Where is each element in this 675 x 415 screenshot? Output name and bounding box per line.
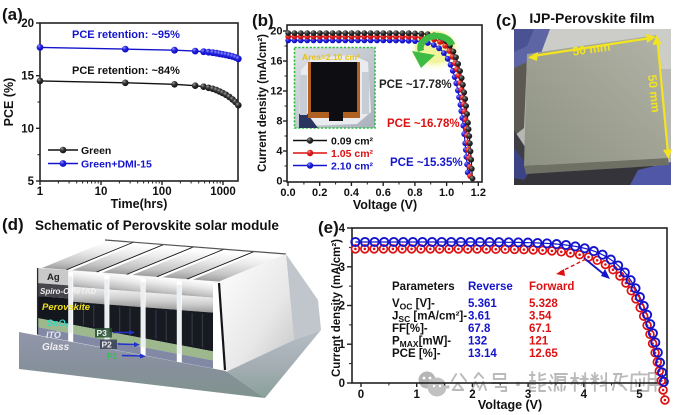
svg-text:4: 4 xyxy=(276,146,283,158)
svg-text:8: 8 xyxy=(276,116,282,128)
svg-text:P1: P1 xyxy=(107,351,118,361)
svg-text:IJP-Perovskite film: IJP-Perovskite film xyxy=(529,10,654,26)
svg-text:1: 1 xyxy=(339,339,346,351)
svg-text:2: 2 xyxy=(339,301,345,313)
svg-text:5: 5 xyxy=(28,176,35,188)
svg-text:ITO: ITO xyxy=(46,330,61,340)
svg-text:PCE retention: ~84%: PCE retention: ~84% xyxy=(72,65,180,77)
svg-text:2: 2 xyxy=(469,389,475,401)
svg-text:Parameters: Parameters xyxy=(392,281,455,293)
svg-text:PCE (%): PCE (%) xyxy=(2,78,16,127)
svg-text:20: 20 xyxy=(270,26,282,38)
svg-text:5.328: 5.328 xyxy=(529,298,558,310)
svg-text:15: 15 xyxy=(21,71,34,83)
svg-text:12: 12 xyxy=(270,86,282,98)
svg-text:(b): (b) xyxy=(252,11,274,30)
svg-text:3.61: 3.61 xyxy=(468,311,491,323)
svg-text:10: 10 xyxy=(21,123,34,135)
svg-text:2.10 cm²: 2.10 cm² xyxy=(331,161,374,173)
svg-text:PCE retention: ~95%: PCE retention: ~95% xyxy=(72,29,180,41)
svg-text:3: 3 xyxy=(339,262,345,274)
svg-text:JSC [mA/cm²]-: JSC [mA/cm²]- xyxy=(392,311,467,325)
svg-text:Forward: Forward xyxy=(529,281,574,293)
svg-text:(a): (a) xyxy=(2,5,23,24)
svg-text:Green+DMI-15: Green+DMI-15 xyxy=(81,159,152,171)
svg-text:Perovskite: Perovskite xyxy=(42,302,91,313)
svg-text:5: 5 xyxy=(636,389,643,401)
svg-text:Glass: Glass xyxy=(42,342,70,353)
svg-text:0.4: 0.4 xyxy=(344,187,360,199)
svg-text:50 mm: 50 mm xyxy=(572,39,612,58)
svg-text:(c): (c) xyxy=(496,11,517,30)
svg-text:PMAX[mW]-: PMAX[mW]- xyxy=(392,336,451,350)
svg-text:16: 16 xyxy=(270,56,282,68)
svg-text:10: 10 xyxy=(95,186,108,198)
svg-text:0: 0 xyxy=(358,389,364,401)
svg-text:1: 1 xyxy=(37,186,44,198)
svg-text:Area=2.10 cm²: Area=2.10 cm² xyxy=(302,52,360,62)
svg-text:121: 121 xyxy=(529,336,549,348)
svg-text:0.2: 0.2 xyxy=(312,187,327,199)
svg-text:1.0: 1.0 xyxy=(439,187,454,199)
svg-text:67.1: 67.1 xyxy=(529,323,552,335)
svg-text:0.6: 0.6 xyxy=(376,187,391,199)
svg-text:(d): (d) xyxy=(2,215,24,234)
svg-text:SnO₂: SnO₂ xyxy=(47,318,70,328)
svg-text:20: 20 xyxy=(21,18,34,30)
svg-text:Reverse: Reverse xyxy=(468,281,513,293)
svg-text:0.0: 0.0 xyxy=(280,187,295,199)
svg-text:132: 132 xyxy=(468,336,487,348)
svg-text:Time(hrs): Time(hrs) xyxy=(111,197,168,211)
svg-text:4: 4 xyxy=(581,389,588,401)
svg-text:0: 0 xyxy=(339,378,345,390)
svg-text:13.14: 13.14 xyxy=(468,348,497,360)
svg-text:0.8: 0.8 xyxy=(407,187,422,199)
svg-text:Current density (mA/cm²): Current density (mA/cm²) xyxy=(257,34,269,172)
svg-text:12.65: 12.65 xyxy=(529,348,558,360)
svg-text:PCE ~15.35%: PCE ~15.35% xyxy=(390,157,463,169)
svg-text:Current density (mA/cm²): Current density (mA/cm²) xyxy=(331,239,343,377)
svg-text:PCE [%]-: PCE [%]- xyxy=(392,348,441,360)
svg-text:Green: Green xyxy=(81,145,111,157)
svg-text:(e): (e) xyxy=(318,218,339,237)
svg-text:Voltage (V): Voltage (V) xyxy=(353,198,417,212)
svg-text:1.2: 1.2 xyxy=(471,187,486,199)
svg-text:5.361: 5.361 xyxy=(468,298,497,310)
svg-text:0.09 cm²: 0.09 cm² xyxy=(331,136,374,148)
svg-text:1.05 cm²: 1.05 cm² xyxy=(331,148,374,160)
svg-text:PCE ~17.78%: PCE ~17.78% xyxy=(379,79,452,91)
svg-text:P3: P3 xyxy=(97,328,108,338)
svg-text:1000: 1000 xyxy=(210,186,236,198)
svg-text:P2: P2 xyxy=(102,340,113,350)
svg-text:PCE ~16.78%: PCE ~16.78% xyxy=(387,118,460,130)
svg-text:0: 0 xyxy=(276,176,282,188)
svg-text:Ag: Ag xyxy=(47,272,60,283)
svg-text:Schematic of Perovskite solar: Schematic of Perovskite solar module xyxy=(35,218,279,233)
svg-text:Voltage (V): Voltage (V) xyxy=(478,398,542,412)
svg-text:50 mm: 50 mm xyxy=(645,74,663,113)
svg-text:3: 3 xyxy=(525,389,531,401)
svg-text:1: 1 xyxy=(413,389,420,401)
svg-text:FF[%]-: FF[%]- xyxy=(392,323,428,335)
svg-text:3.54: 3.54 xyxy=(529,311,552,323)
svg-text:VOC [V]-: VOC [V]- xyxy=(392,298,435,312)
svg-text:67.8: 67.8 xyxy=(468,323,491,335)
svg-text:Spiro-OMeTAD: Spiro-OMeTAD xyxy=(40,287,97,296)
svg-text:100: 100 xyxy=(152,186,171,198)
svg-text:4: 4 xyxy=(339,223,346,235)
